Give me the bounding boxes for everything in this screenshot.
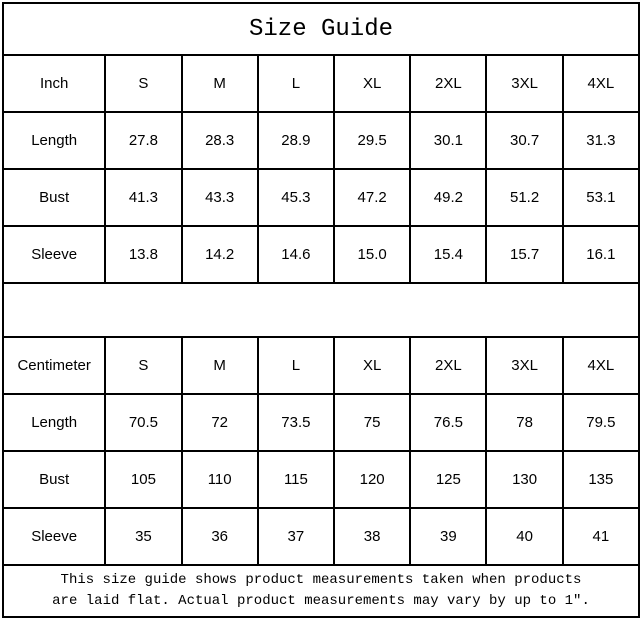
row-label: Length bbox=[1, 393, 107, 452]
measurement-value-cell: 28.9 bbox=[256, 111, 336, 170]
page-title: Size Guide bbox=[2, 2, 640, 56]
row-label: Length bbox=[1, 111, 107, 170]
measurement-value-cell: 39 bbox=[409, 507, 488, 566]
size-column-header: 2XL bbox=[409, 336, 488, 395]
footnote-cell: This size guide shows product measuremen… bbox=[2, 564, 640, 618]
measurement-value-cell: 115 bbox=[256, 450, 336, 509]
inch-length-row: Length 27.8 28.3 28.9 29.5 30.1 30.7 31.… bbox=[1, 111, 641, 170]
row-label: Sleeve bbox=[1, 507, 107, 566]
measurement-value-cell: 41 bbox=[561, 507, 641, 566]
measurement-value-cell: 27.8 bbox=[104, 111, 183, 170]
size-column-header: XL bbox=[333, 54, 412, 113]
footnote-row: This size guide shows product measuremen… bbox=[2, 564, 640, 618]
measurement-value-cell: 37 bbox=[256, 507, 336, 566]
measurement-value-cell: 14.2 bbox=[180, 225, 259, 284]
title-row: Size Guide bbox=[2, 2, 640, 56]
measurement-value-cell: 31.3 bbox=[561, 111, 641, 170]
measurement-value-cell: 70.5 bbox=[104, 393, 183, 452]
measurement-value-cell: 72 bbox=[180, 393, 259, 452]
centimeter-sleeve-row: Sleeve 35 36 37 38 39 40 41 bbox=[1, 507, 641, 566]
measurement-value-cell: 53.1 bbox=[561, 168, 641, 227]
measurement-value-cell: 73.5 bbox=[256, 393, 336, 452]
inch-bust-row: Bust 41.3 43.3 45.3 47.2 49.2 51.2 53.1 bbox=[1, 168, 641, 227]
measurement-value-cell: 15.0 bbox=[333, 225, 412, 284]
inch-header-row: Inch S M L XL 2XL 3XL 4XL bbox=[1, 54, 641, 113]
measurement-value-cell: 35 bbox=[104, 507, 183, 566]
measurement-value-cell: 36 bbox=[180, 507, 259, 566]
size-column-header: 3XL bbox=[485, 336, 564, 395]
spacer-cell bbox=[2, 282, 640, 338]
measurement-value-cell: 40 bbox=[485, 507, 564, 566]
measurement-value-cell: 51.2 bbox=[485, 168, 564, 227]
measurement-value-cell: 130 bbox=[485, 450, 564, 509]
size-column-header: L bbox=[256, 336, 336, 395]
centimeter-length-row: Length 70.5 72 73.5 75 76.5 78 79.5 bbox=[1, 393, 641, 452]
measurement-value-cell: 110 bbox=[180, 450, 259, 509]
size-column-header: XL bbox=[333, 336, 412, 395]
measurement-value-cell: 78 bbox=[485, 393, 564, 452]
measurement-value-cell: 28.3 bbox=[180, 111, 259, 170]
measurement-value-cell: 15.7 bbox=[485, 225, 564, 284]
inch-sleeve-row: Sleeve 13.8 14.2 14.6 15.0 15.4 15.7 16.… bbox=[1, 225, 641, 284]
measurement-value-cell: 76.5 bbox=[409, 393, 488, 452]
size-column-header: M bbox=[180, 54, 259, 113]
size-column-header: 2XL bbox=[409, 54, 488, 113]
measurement-value-cell: 14.6 bbox=[256, 225, 336, 284]
size-column-header: S bbox=[104, 54, 183, 113]
measurement-value-cell: 49.2 bbox=[409, 168, 488, 227]
measurement-value-cell: 13.8 bbox=[104, 225, 183, 284]
centimeter-bust-row: Bust 105 110 115 120 125 130 135 bbox=[1, 450, 641, 509]
measurement-value-cell: 38 bbox=[333, 507, 412, 566]
measurement-value-cell: 29.5 bbox=[333, 111, 412, 170]
measurement-value-cell: 75 bbox=[333, 393, 412, 452]
measurement-value-cell: 79.5 bbox=[561, 393, 641, 452]
measurement-value-cell: 47.2 bbox=[333, 168, 412, 227]
size-column-header: M bbox=[180, 336, 259, 395]
footnote-line: This size guide shows product measuremen… bbox=[60, 572, 582, 588]
measurement-value-cell: 30.7 bbox=[485, 111, 564, 170]
spacer-row bbox=[2, 282, 640, 338]
measurement-value-cell: 15.4 bbox=[409, 225, 488, 284]
measurement-value-cell: 125 bbox=[409, 450, 488, 509]
measurement-value-cell: 45.3 bbox=[256, 168, 336, 227]
measurement-value-cell: 135 bbox=[561, 450, 641, 509]
measurement-value-cell: 120 bbox=[333, 450, 412, 509]
measurement-value-cell: 41.3 bbox=[104, 168, 183, 227]
size-column-header: 4XL bbox=[561, 336, 641, 395]
measurement-value-cell: 105 bbox=[104, 450, 183, 509]
size-column-header: S bbox=[104, 336, 183, 395]
measurement-value-cell: 43.3 bbox=[180, 168, 259, 227]
unit-header-inch: Inch bbox=[1, 54, 107, 113]
unit-header-centimeter: Centimeter bbox=[1, 336, 107, 395]
size-column-header: 3XL bbox=[485, 54, 564, 113]
size-column-header: 4XL bbox=[561, 54, 641, 113]
centimeter-header-row: Centimeter S M L XL 2XL 3XL 4XL bbox=[1, 336, 641, 395]
measurement-value-cell: 30.1 bbox=[409, 111, 488, 170]
size-column-header: L bbox=[256, 54, 336, 113]
measurement-value-cell: 16.1 bbox=[561, 225, 641, 284]
footnote-line: are laid flat. Actual product measuremen… bbox=[52, 593, 590, 609]
row-label: Sleeve bbox=[1, 225, 107, 284]
row-label: Bust bbox=[1, 450, 107, 509]
row-label: Bust bbox=[1, 168, 107, 227]
